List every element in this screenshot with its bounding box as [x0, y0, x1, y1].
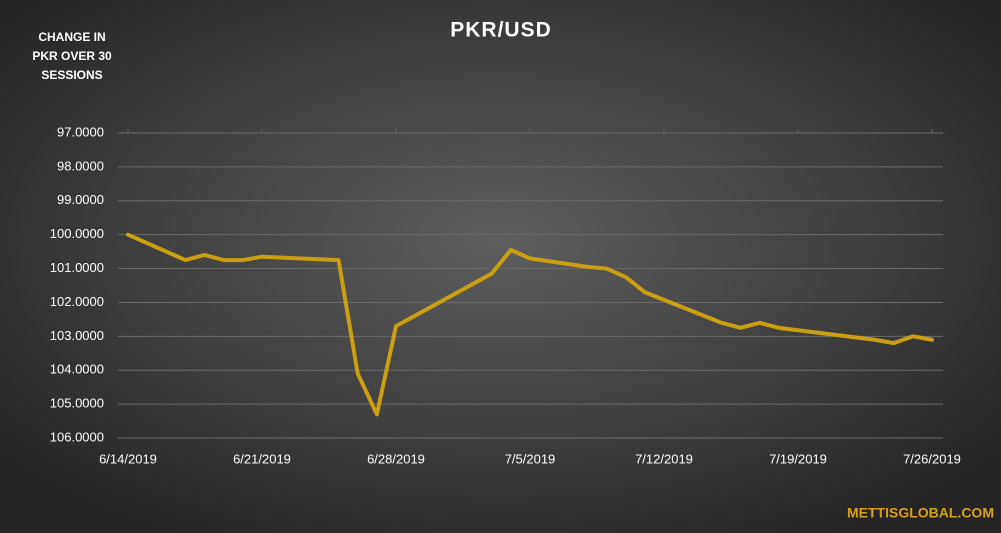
data-line [126, 232, 934, 417]
y-axis-label: CHANGE IN [38, 30, 105, 44]
x-tick-label: 6/14/2019 [99, 451, 157, 466]
y-axis-label: SESSIONS [41, 68, 102, 82]
y-tick-label: 100.0000 [50, 226, 104, 241]
x-tick-label: 7/5/2019 [505, 451, 556, 466]
y-tick-label: 97.0000 [57, 124, 104, 139]
x-tick-label: 7/19/2019 [769, 451, 827, 466]
y-tick-label: 99.0000 [57, 192, 104, 207]
x-tick-label: 6/28/2019 [367, 451, 425, 466]
chart-title: PKR/USD [450, 19, 552, 42]
y-tick-label: 101.0000 [50, 260, 104, 275]
watermark: METTISGLOBAL.COM [847, 505, 994, 521]
y-tick-label: 105.0000 [50, 396, 104, 411]
y-tick-label: 102.0000 [50, 294, 104, 309]
x-tick-label: 7/26/2019 [903, 451, 961, 466]
y-tick-label: 104.0000 [50, 362, 104, 377]
y-tick-label: 98.0000 [57, 158, 104, 173]
y-axis-label: PKR OVER 30 [32, 49, 112, 63]
y-tick-label: 106.0000 [50, 429, 104, 444]
x-tick-label: 6/21/2019 [233, 451, 291, 466]
y-tick-label: 103.0000 [50, 328, 104, 343]
x-tick-label: 7/12/2019 [635, 451, 693, 466]
